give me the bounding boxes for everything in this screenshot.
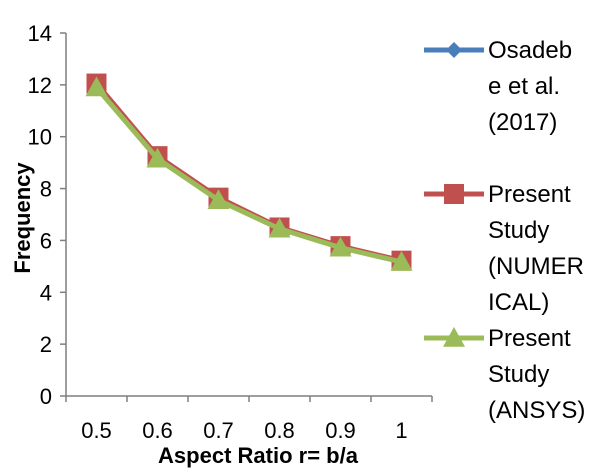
legend-label: (2017): [488, 109, 557, 136]
legend-label: Present: [488, 181, 571, 208]
data-point-triangle: [85, 76, 108, 97]
data-point-triangle: [443, 327, 465, 347]
series-1: [88, 78, 410, 270]
y-tick-label: 6: [40, 228, 52, 253]
data-point-diamond: [446, 42, 462, 58]
legend: Osadeb e et al. (2017) Present Study (NUMER IC…: [424, 37, 585, 424]
data-point-triangle: [329, 236, 352, 257]
y-axis-title: Frequency: [10, 162, 35, 274]
y-tick-label: 10: [28, 125, 52, 150]
axes: [60, 32, 433, 402]
x-tick-label: 0.5: [81, 418, 112, 443]
series-3: [85, 76, 413, 271]
data-point-triangle: [146, 147, 169, 168]
y-axis-ticks: 0 2 4 6 8 10 12 14: [28, 21, 52, 409]
series-line: [94, 81, 403, 264]
legend-label: (NUMER: [488, 253, 584, 280]
legend-label: (ANSYS): [488, 397, 585, 424]
legend-label: Osadeb: [488, 37, 572, 64]
legend-label: Study: [488, 361, 549, 388]
legend-entry-3: Present Study (ANSYS): [424, 325, 585, 424]
legend-entry-1: Osadeb e et al. (2017): [424, 37, 572, 136]
y-tick-label: 0: [40, 384, 52, 409]
y-tick-label: 8: [40, 177, 52, 202]
legend-label: Study: [488, 217, 549, 244]
data-point-triangle: [268, 217, 291, 238]
legend-label: Present: [488, 325, 571, 352]
x-tick-label: 0.8: [264, 418, 295, 443]
series-layer: [85, 73, 413, 271]
x-tick-label: 0.9: [325, 418, 356, 443]
series-2: [86, 73, 412, 271]
x-axis-title: Aspect Ratio r= b/a: [158, 443, 359, 468]
data-point-triangle: [390, 250, 413, 271]
legend-label: e et al.: [488, 73, 560, 100]
data-point-square: [444, 184, 464, 204]
y-tick-label: 12: [28, 73, 52, 98]
y-tick-label: 14: [28, 21, 52, 46]
x-tick-label: 1: [395, 418, 407, 443]
y-tick-label: 2: [40, 332, 52, 357]
series-line: [94, 85, 403, 265]
legend-entry-2: Present Study (NUMER ICAL): [424, 181, 584, 316]
data-point-triangle: [207, 189, 230, 210]
x-axis-ticks: 0.5 0.6 0.7 0.8 0.9 1: [81, 418, 407, 443]
y-tick-label: 4: [40, 280, 52, 305]
series-line: [94, 84, 403, 264]
legend-label: ICAL): [488, 289, 549, 316]
x-tick-label: 0.6: [142, 418, 173, 443]
x-tick-label: 0.7: [203, 418, 234, 443]
